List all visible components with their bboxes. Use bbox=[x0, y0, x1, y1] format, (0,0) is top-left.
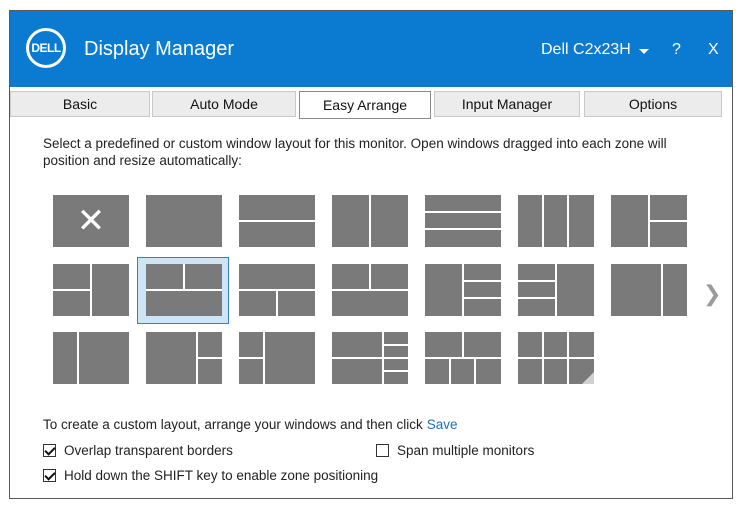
tab-options[interactable]: Options bbox=[584, 91, 722, 117]
tab-bar: Basic Auto Mode Easy Arrange Input Manag… bbox=[10, 91, 732, 119]
close-button[interactable]: X bbox=[708, 41, 719, 58]
layout-left-narrow-right-wide[interactable] bbox=[53, 332, 129, 384]
monitor-selector[interactable]: Dell C2x23H bbox=[541, 41, 649, 59]
save-link[interactable]: Save bbox=[426, 417, 458, 432]
layout-three-cols[interactable] bbox=[518, 195, 594, 247]
layout-three-rows[interactable] bbox=[425, 195, 501, 247]
tab-basic[interactable]: Basic bbox=[10, 91, 150, 117]
layout-custom-grid[interactable] bbox=[518, 332, 594, 384]
shift-label: Hold down the SHIFT key to enable zone p… bbox=[64, 468, 379, 483]
shift-option[interactable]: Hold down the SHIFT key to enable zone p… bbox=[43, 468, 378, 483]
tab-easy-arrange[interactable]: Easy Arrange bbox=[299, 91, 431, 119]
app-title: Display Manager bbox=[84, 38, 235, 60]
custom-layout-text: To create a custom layout, arrange your … bbox=[43, 417, 458, 432]
layout-full[interactable] bbox=[146, 195, 222, 247]
overlap-checkbox[interactable] bbox=[43, 444, 56, 457]
span-label: Span multiple monitors bbox=[397, 443, 535, 458]
layout-left-col-right-three[interactable] bbox=[425, 264, 501, 316]
span-checkbox[interactable] bbox=[376, 444, 389, 457]
span-option[interactable]: Span multiple monitors bbox=[376, 443, 534, 458]
layout-custom-a[interactable] bbox=[332, 332, 408, 384]
help-button[interactable]: ? bbox=[672, 41, 681, 58]
display-manager-window: DELL Display Manager Dell C2x23H ? X Bas… bbox=[9, 10, 733, 499]
tab-input-manager[interactable]: Input Manager bbox=[434, 91, 580, 117]
resize-corner-icon bbox=[582, 372, 594, 384]
layout-custom-b[interactable] bbox=[425, 332, 501, 384]
layout-left-col-right-two[interactable] bbox=[611, 195, 687, 247]
layout-left-two-right-wide[interactable] bbox=[239, 332, 315, 384]
layout-left-wide-right-two[interactable] bbox=[146, 332, 222, 384]
close-x-icon: ✕ bbox=[76, 202, 106, 240]
overlap-label: Overlap transparent borders bbox=[64, 443, 233, 458]
shift-checkbox[interactable] bbox=[43, 469, 56, 482]
layout-two-rows[interactable] bbox=[239, 195, 315, 247]
title-bar: DELL Display Manager Dell C2x23H ? X bbox=[10, 11, 732, 87]
intro-text: Select a predefined or custom window lay… bbox=[43, 136, 667, 168]
layout-left-wide-right-narrow[interactable] bbox=[611, 264, 687, 316]
layout-top-one-bottom-two[interactable] bbox=[239, 264, 315, 316]
overlap-option[interactable]: Overlap transparent borders bbox=[43, 443, 233, 458]
layout-left-two-right-col[interactable] bbox=[53, 264, 129, 316]
layout-top-two-bottom-one[interactable] bbox=[332, 264, 408, 316]
layout-left-three-right-col[interactable] bbox=[518, 264, 594, 316]
tab-auto-mode[interactable]: Auto Mode bbox=[152, 91, 296, 117]
dell-logo: DELL bbox=[26, 28, 66, 68]
layout-none[interactable]: ✕ bbox=[53, 195, 129, 247]
monitor-name: Dell C2x23H bbox=[541, 41, 631, 58]
layout-four-grid[interactable] bbox=[146, 264, 222, 316]
caret-down-icon bbox=[638, 48, 649, 54]
chevron-right-icon[interactable]: ❯ bbox=[703, 281, 722, 306]
layout-two-cols[interactable] bbox=[332, 195, 408, 247]
